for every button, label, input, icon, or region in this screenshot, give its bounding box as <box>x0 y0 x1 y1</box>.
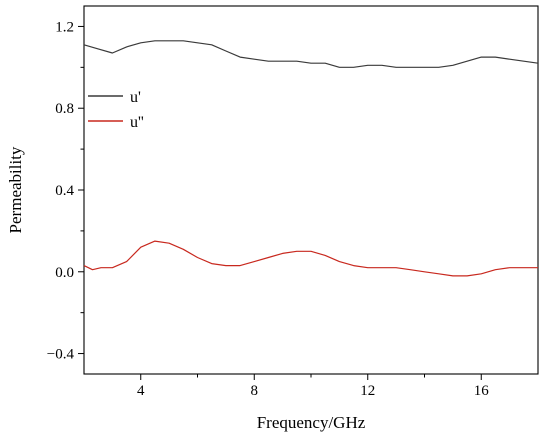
x-tick-label: 4 <box>137 383 145 399</box>
y-tick-label: 0.0 <box>55 265 74 281</box>
series-line-2 <box>83 240 538 277</box>
y-tick-label: 0.8 <box>55 101 74 117</box>
axis-ticks: 4 8 12 16 −0.4 0.0 0.4 0.8 1.2 <box>47 19 489 399</box>
y-axis-label: Permeability <box>6 146 25 233</box>
series-lines <box>83 40 539 277</box>
x-axis-label: Frequency/GHz <box>257 413 366 432</box>
legend: u' u'' <box>88 89 144 131</box>
series-line-1 <box>83 40 539 68</box>
legend-label: u' <box>130 89 141 106</box>
plot-area-frame <box>83 5 539 375</box>
y-tick-label: 1.2 <box>55 19 74 35</box>
x-tick-label: 16 <box>474 383 490 399</box>
x-tick-label: 8 <box>251 383 259 399</box>
y-tick-label: −0.4 <box>47 347 75 363</box>
x-tick-label: 12 <box>360 383 375 399</box>
legend-label: u'' <box>130 114 144 131</box>
y-tick-label: 0.4 <box>55 183 74 199</box>
